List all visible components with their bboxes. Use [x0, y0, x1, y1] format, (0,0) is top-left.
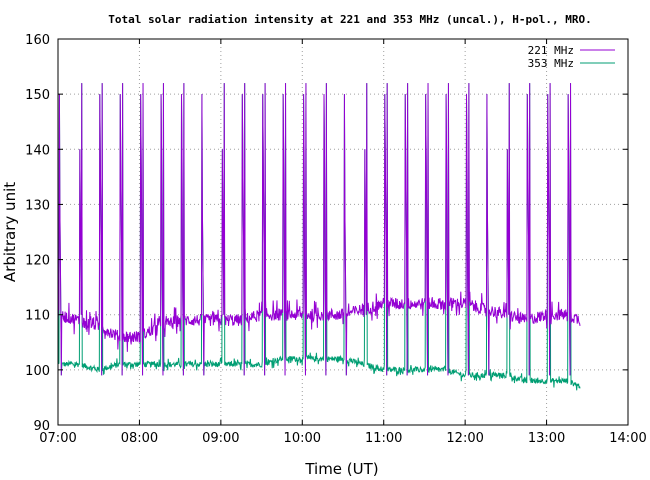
y-tick-label: 110	[25, 309, 50, 324]
x-tick-label: 12:00	[446, 431, 483, 446]
legend-label-221: 221 MHz	[528, 44, 574, 57]
x-tick-label: 09:00	[202, 431, 239, 446]
series-line-353-mhz	[57, 83, 581, 391]
x-tick-label: 11:00	[365, 431, 402, 446]
x-tick-label: 10:00	[284, 431, 321, 446]
legend-label-353: 353 MHz	[528, 57, 574, 70]
legend: 221 MHz 353 MHz	[528, 44, 615, 70]
y-tick-label: 150	[25, 88, 50, 103]
chart-title: Total solar radiation intensity at 221 a…	[108, 13, 591, 26]
plot-frame	[57, 38, 629, 426]
y-tick-label: 90	[33, 419, 50, 434]
x-tick-label: 07:00	[39, 431, 76, 446]
y-axis-label: Arbitrary unit	[1, 182, 19, 282]
x-tick-label: 14:00	[609, 431, 646, 446]
y-tick-label: 140	[25, 143, 50, 158]
y-tick-label: 120	[25, 254, 50, 269]
x-tick-label: 08:00	[121, 431, 158, 446]
series-line-221-mhz	[57, 83, 581, 376]
y-tick-label: 130	[25, 198, 50, 213]
y-tick-label: 100	[25, 364, 50, 379]
series-layer	[57, 83, 581, 391]
y-tick-label: 160	[25, 33, 50, 48]
axis-ticks: 07:00 08:00 09:00 10:00 11:00 12:00 13:00 14:00…	[25, 33, 647, 446]
x-axis-label: Time (UT)	[304, 460, 378, 478]
x-tick-label: 13:00	[528, 431, 565, 446]
